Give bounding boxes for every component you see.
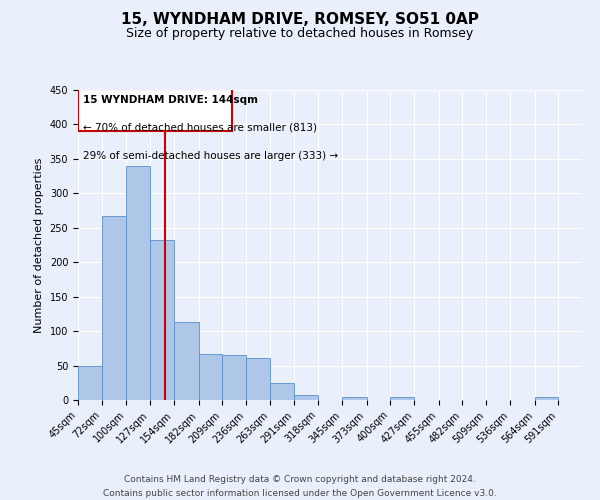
Bar [295,395,318,400]
Text: 29% of semi-detached houses are larger (333) →: 29% of semi-detached houses are larger (… [83,150,338,160]
Y-axis label: Number of detached properties: Number of detached properties [34,158,44,332]
Bar [102,216,127,400]
Bar [174,322,199,400]
Bar [78,366,102,400]
Bar [390,396,414,400]
Bar [127,166,150,400]
Bar [535,396,558,400]
Text: 15, WYNDHAM DRIVE, ROMSEY, SO51 0AP: 15, WYNDHAM DRIVE, ROMSEY, SO51 0AP [121,12,479,28]
FancyBboxPatch shape [78,88,232,132]
Text: Size of property relative to detached houses in Romsey: Size of property relative to detached ho… [127,28,473,40]
Text: ← 70% of detached houses are smaller (813): ← 70% of detached houses are smaller (81… [83,122,317,132]
Text: 15 WYNDHAM DRIVE: 144sqm: 15 WYNDHAM DRIVE: 144sqm [83,95,258,105]
Bar [222,355,246,400]
Bar [246,358,270,400]
Bar [342,397,367,400]
Text: Contains HM Land Registry data © Crown copyright and database right 2024.
Contai: Contains HM Land Registry data © Crown c… [103,476,497,498]
Bar [199,354,222,400]
Bar [270,383,295,400]
Bar [150,240,174,400]
